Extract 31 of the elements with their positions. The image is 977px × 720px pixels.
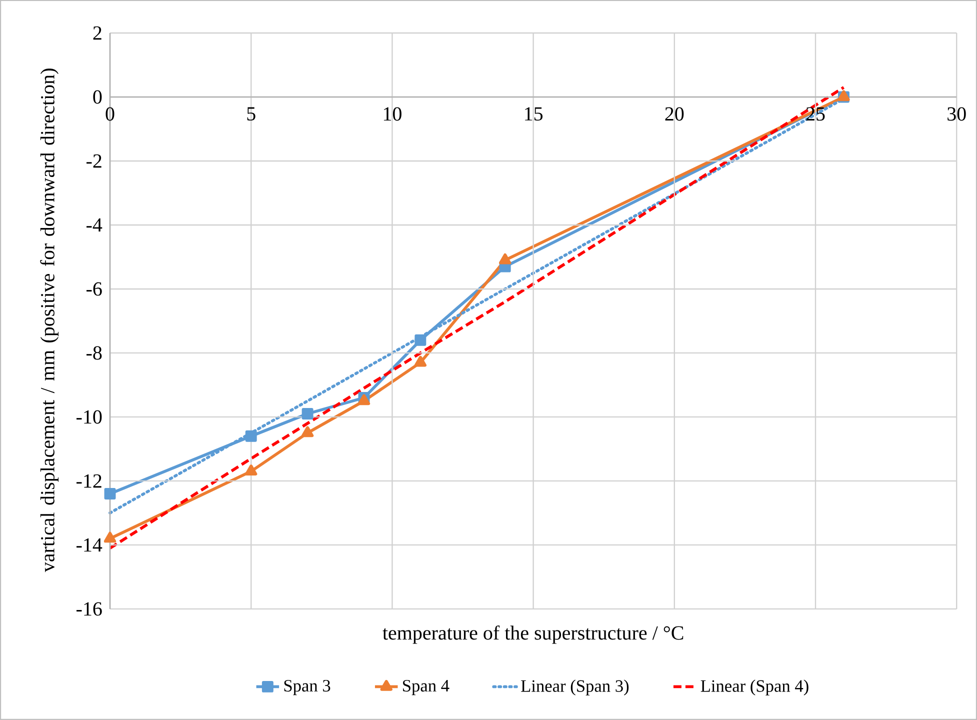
point bbox=[104, 488, 116, 500]
y-tick-label: -12 bbox=[76, 474, 102, 488]
y-tick-label: 0 bbox=[93, 90, 102, 104]
x-tick-label: 5 bbox=[247, 107, 256, 121]
y-tick-label: -8 bbox=[86, 346, 102, 360]
x-tick-label: 20 bbox=[665, 107, 684, 121]
y-tick-label: 2 bbox=[93, 26, 102, 40]
point bbox=[245, 464, 258, 476]
point bbox=[302, 408, 314, 420]
x-axis-title: temperature of the superstructure / °C bbox=[382, 625, 684, 644]
y-tick-label: -6 bbox=[86, 282, 102, 296]
y-tick-label: -4 bbox=[86, 218, 102, 232]
point bbox=[245, 430, 257, 442]
x-tick-label: 30 bbox=[948, 107, 966, 121]
x-tick-label: 10 bbox=[384, 107, 402, 121]
y-tick-label: -14 bbox=[76, 538, 102, 552]
point bbox=[104, 532, 116, 543]
y-tick-label: -16 bbox=[76, 602, 102, 616]
x-tick-label: 0 bbox=[106, 107, 114, 121]
y-tick-label: -10 bbox=[76, 410, 102, 424]
point bbox=[414, 334, 426, 346]
point bbox=[414, 356, 427, 367]
y-axis-title: vartical displacement / mm (positive for downward direction) bbox=[40, 68, 59, 572]
legend-label: Span 4 bbox=[403, 680, 450, 696]
point bbox=[498, 253, 512, 264]
y-tick-label: -2 bbox=[86, 154, 102, 168]
point bbox=[301, 426, 314, 438]
legend-label: Linear (Span 3) bbox=[521, 680, 629, 696]
legend-label: Span 3 bbox=[284, 680, 330, 696]
x-tick-label: 15 bbox=[525, 107, 543, 121]
legend-label: Linear (Span 4) bbox=[700, 680, 808, 696]
